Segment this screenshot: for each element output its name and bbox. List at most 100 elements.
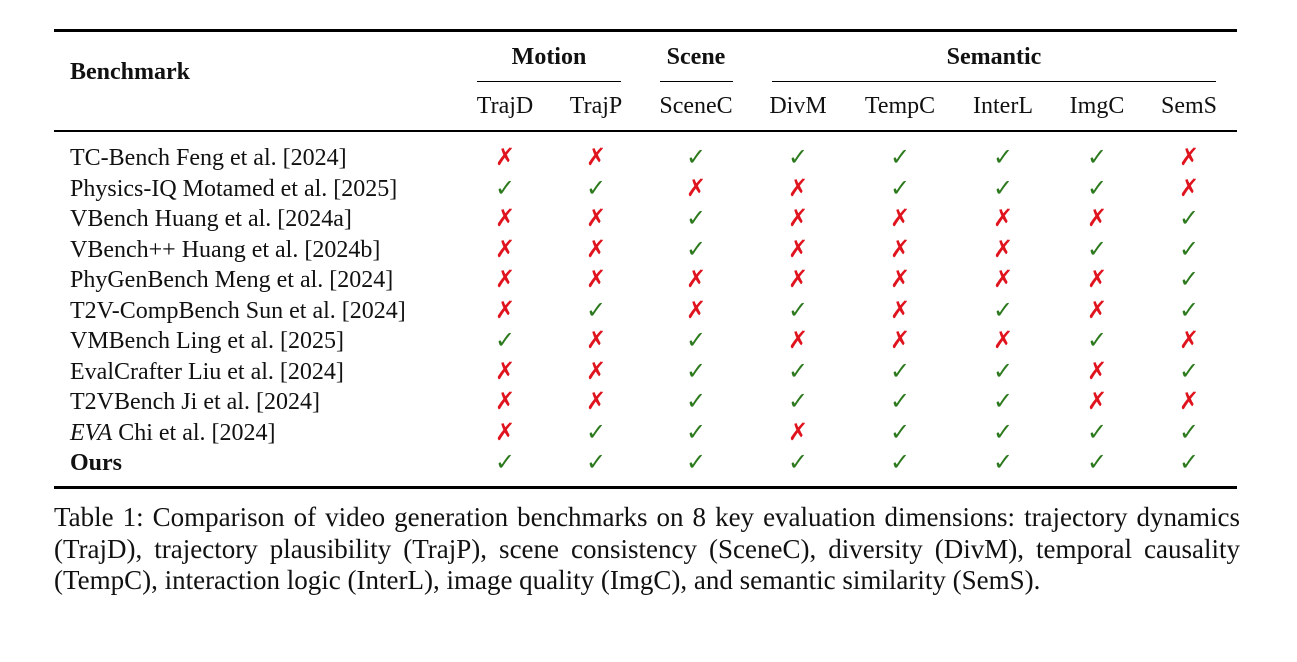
check-mark-icon: ✓ (585, 173, 607, 202)
check-mark-icon: ✓ (1178, 265, 1200, 293)
row-benchmark-name-italic: EVA (70, 419, 113, 446)
check-mark-icon: ✓ (889, 143, 911, 171)
group-rule-motion (477, 81, 621, 82)
check-mark-icon: ✓ (585, 295, 607, 324)
cross-mark-icon: ✗ (992, 204, 1014, 232)
check-mark-icon: ✓ (889, 173, 911, 202)
check-mark-icon: ✓ (787, 387, 809, 415)
check-mark-icon: ✓ (685, 204, 707, 232)
row-benchmark-name: EVA Chi et al. [2024] (70, 421, 276, 445)
cross-mark-icon: ✗ (1086, 295, 1108, 324)
row-benchmark-name: VMBench Ling et al. [2025] (70, 329, 344, 353)
cross-mark-icon: ✗ (889, 234, 911, 263)
row-benchmark-name: VBench++ Huang et al. [2024b] (70, 238, 380, 262)
cross-mark-icon: ✗ (494, 234, 516, 263)
check-mark-icon: ✓ (889, 448, 911, 476)
row-benchmark-name: Physics-IQ Motamed et al. [2025] (70, 177, 397, 201)
column-header-sems: SemS (1160, 93, 1218, 119)
check-mark-icon: ✓ (494, 448, 516, 476)
row-benchmark-name-text: EvalCrafter Liu et al. [2024] (70, 358, 344, 385)
check-mark-icon: ✓ (685, 143, 707, 171)
cross-mark-icon: ✗ (585, 326, 607, 354)
cross-mark-icon: ✗ (787, 265, 809, 293)
table-top-rule (54, 29, 1237, 32)
row-benchmark-name-text: VMBench Ling et al. [2025] (70, 328, 344, 354)
check-mark-icon: ✓ (585, 417, 607, 446)
cross-mark-icon: ✗ (685, 173, 707, 202)
row-benchmark-name-text: Ours (70, 450, 123, 476)
cross-mark-icon: ✗ (494, 387, 516, 415)
check-mark-icon: ✓ (494, 326, 516, 354)
check-mark-icon: ✓ (1178, 295, 1200, 324)
row-benchmark-name: Ours (70, 451, 122, 475)
check-mark-icon: ✓ (1178, 234, 1200, 263)
cross-mark-icon: ✗ (889, 265, 911, 293)
cross-mark-icon: ✗ (685, 265, 707, 293)
check-mark-icon: ✓ (1086, 173, 1108, 202)
check-mark-icon: ✓ (1178, 356, 1200, 385)
row-benchmark-name-text: Chi et al. [2024] (112, 419, 276, 446)
table-caption: Table 1: Comparison of video generation … (54, 502, 1240, 595)
column-header-tempc: TempC (864, 93, 936, 119)
cross-mark-icon: ✗ (1178, 173, 1200, 202)
row-benchmark-name: TC-Bench Feng et al. [2024] (70, 146, 347, 170)
column-header-divm: DivM (769, 93, 827, 119)
cross-mark-icon: ✗ (685, 295, 707, 324)
cross-mark-icon: ✗ (585, 356, 607, 385)
check-mark-icon: ✓ (685, 448, 707, 476)
column-header-trajp: TrajP (569, 93, 623, 119)
cross-mark-icon: ✗ (1178, 326, 1200, 354)
cross-mark-icon: ✗ (585, 265, 607, 293)
cross-mark-icon: ✗ (494, 143, 516, 171)
column-header-imgc: ImgC (1069, 93, 1125, 119)
group-label-motion: Motion (511, 44, 587, 70)
check-mark-icon: ✓ (992, 356, 1014, 385)
check-mark-icon: ✓ (1178, 448, 1200, 476)
check-mark-icon: ✓ (992, 448, 1014, 476)
cross-mark-icon: ✗ (494, 265, 516, 293)
check-mark-icon: ✓ (889, 387, 911, 415)
check-mark-icon: ✓ (992, 143, 1014, 171)
cross-mark-icon: ✗ (992, 326, 1014, 354)
check-mark-icon: ✓ (1086, 417, 1108, 446)
cross-mark-icon: ✗ (787, 173, 809, 202)
row-benchmark-name: EvalCrafter Liu et al. [2024] (70, 360, 344, 384)
check-mark-icon: ✓ (494, 173, 516, 202)
check-mark-icon: ✓ (992, 387, 1014, 415)
cross-mark-icon: ✗ (992, 265, 1014, 293)
row-benchmark-name-text: TC-Bench Feng et al. [2024] (70, 145, 347, 171)
table-bottom-rule (54, 486, 1237, 489)
cross-mark-icon: ✗ (787, 204, 809, 232)
cross-mark-icon: ✗ (585, 204, 607, 232)
cross-mark-icon: ✗ (494, 295, 516, 324)
cross-mark-icon: ✗ (1086, 387, 1108, 415)
check-mark-icon: ✓ (787, 295, 809, 324)
check-mark-icon: ✓ (685, 326, 707, 354)
cross-mark-icon: ✗ (889, 295, 911, 324)
cross-mark-icon: ✗ (787, 326, 809, 354)
check-mark-icon: ✓ (787, 356, 809, 385)
cross-mark-icon: ✗ (585, 143, 607, 171)
cross-mark-icon: ✗ (1178, 387, 1200, 415)
check-mark-icon: ✓ (1086, 234, 1108, 263)
cross-mark-icon: ✗ (494, 204, 516, 232)
row-benchmark-name-text: VBench++ Huang et al. [2024b] (70, 236, 381, 263)
row-benchmark-name-text: T2V-CompBench Sun et al. [2024] (70, 297, 406, 324)
cross-mark-icon: ✗ (1086, 265, 1108, 293)
group-label-scene: Scene (666, 44, 726, 70)
check-mark-icon: ✓ (992, 295, 1014, 324)
row-benchmark-name-text: PhyGenBench Meng et al. [2024] (70, 267, 394, 293)
cross-mark-icon: ✗ (494, 356, 516, 385)
group-rule-scene (660, 81, 733, 82)
cross-mark-icon: ✗ (992, 234, 1014, 263)
column-header-scenec: SceneC (659, 93, 733, 119)
check-mark-icon: ✓ (1086, 143, 1108, 171)
row-benchmark-name-text: T2VBench Ji et al. [2024] (70, 389, 320, 415)
check-mark-icon: ✓ (585, 448, 607, 476)
check-mark-icon: ✓ (787, 143, 809, 171)
cross-mark-icon: ✗ (1178, 143, 1200, 171)
group-label-semantic: Semantic (946, 44, 1042, 70)
table-header-rule (54, 130, 1237, 132)
cross-mark-icon: ✗ (889, 204, 911, 232)
cross-mark-icon: ✗ (787, 417, 809, 446)
